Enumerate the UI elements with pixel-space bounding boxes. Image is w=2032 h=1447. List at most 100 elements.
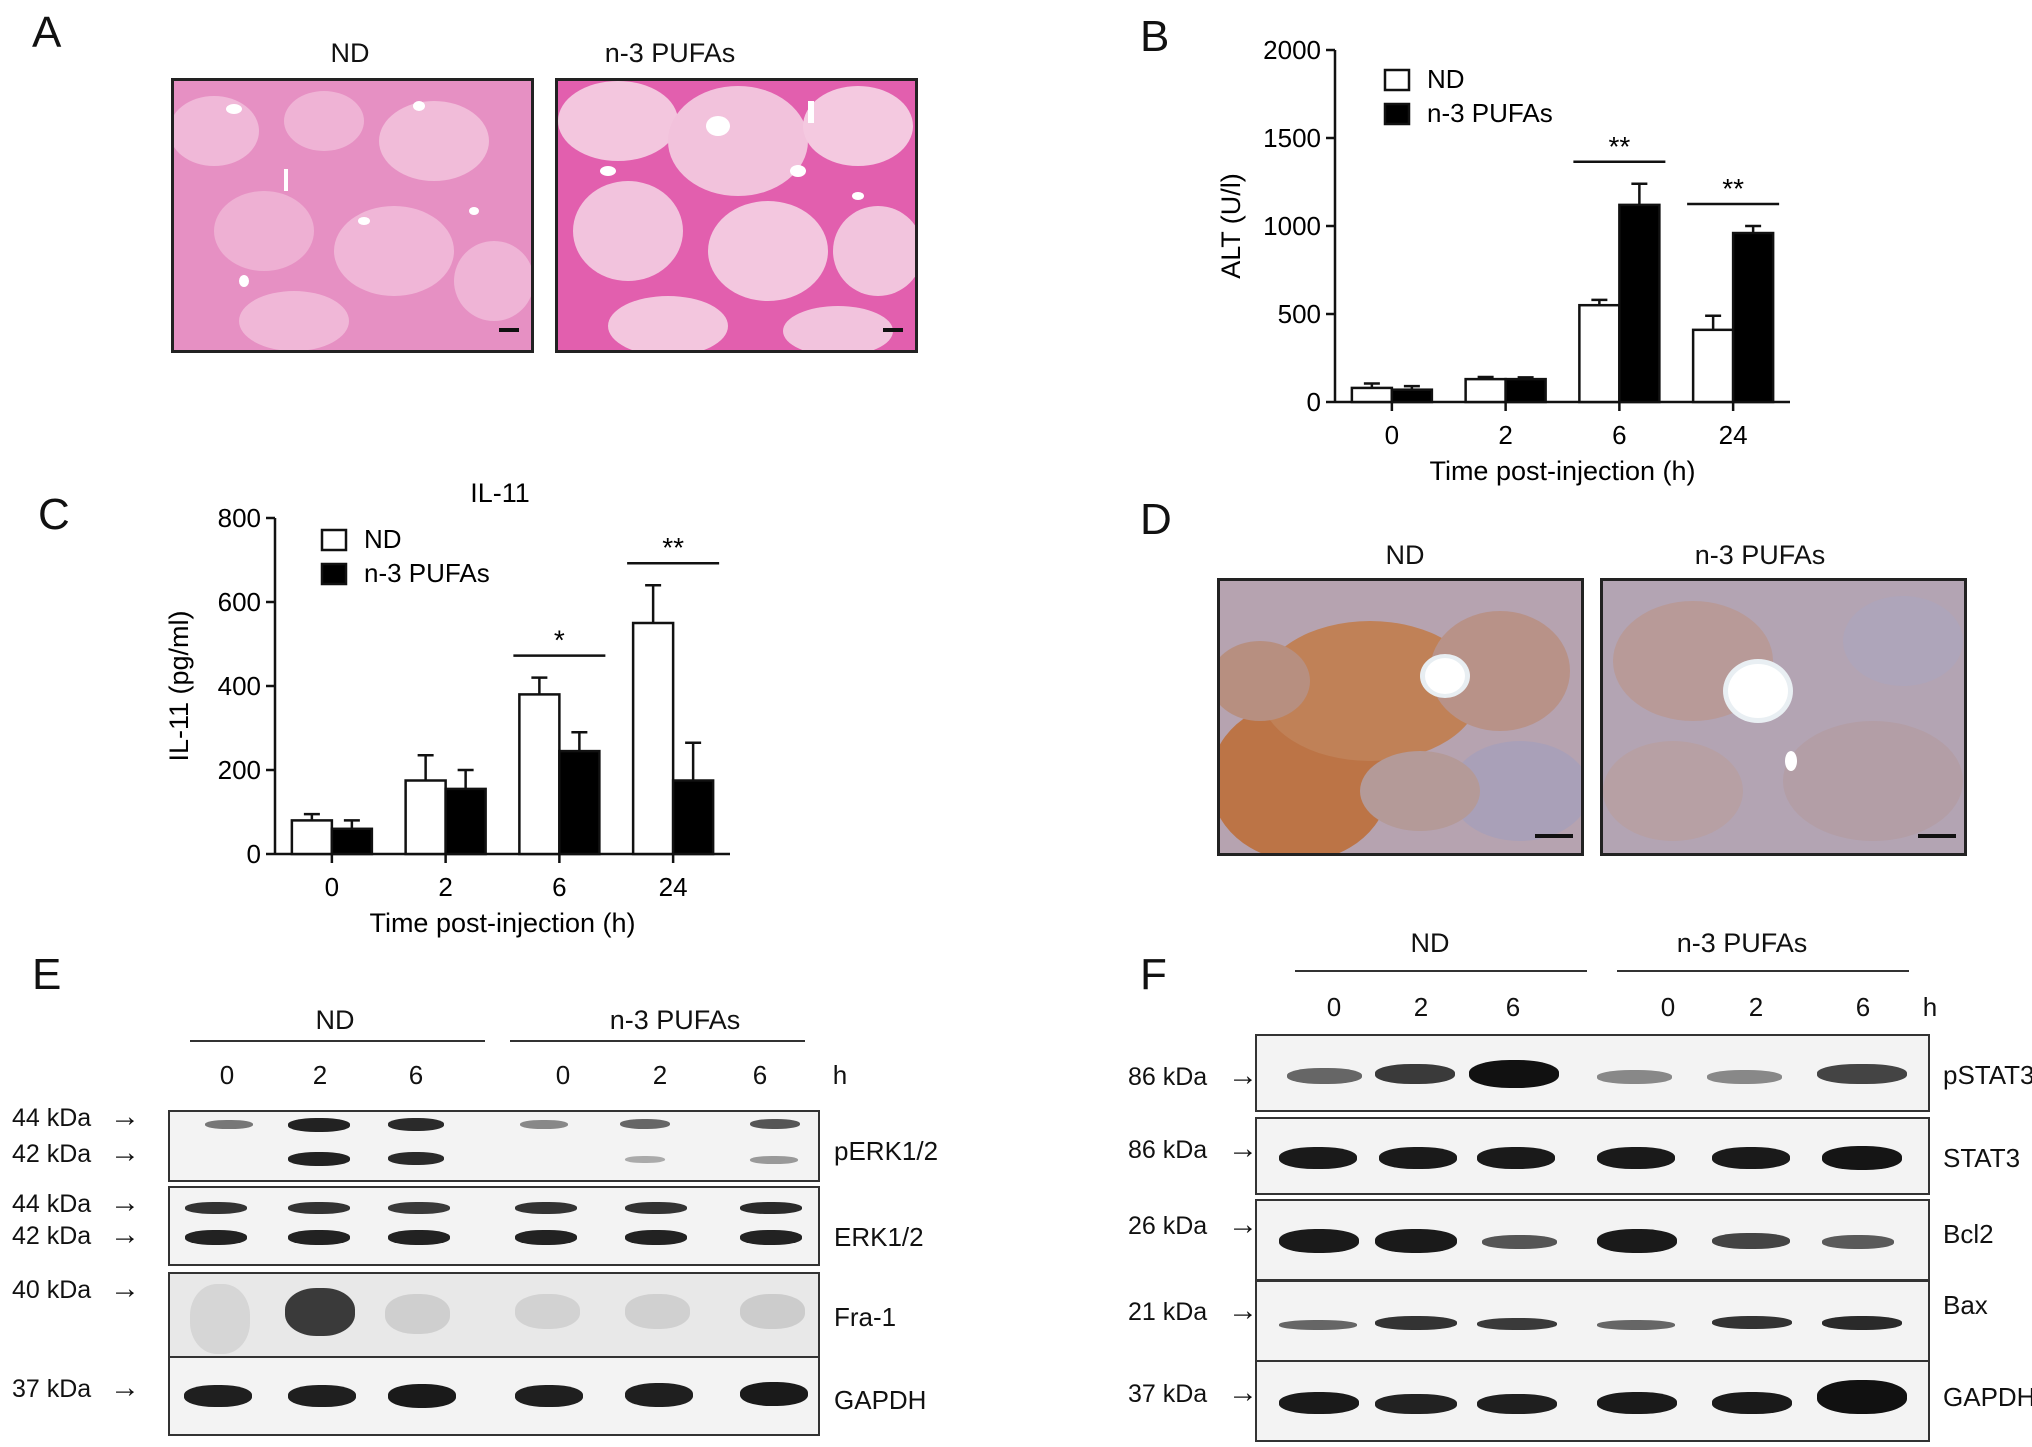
panel-e-letter: E <box>32 950 62 999</box>
bar <box>330 827 374 856</box>
arrow-icon: → <box>1228 1294 1258 1327</box>
bar <box>444 787 487 856</box>
band-label: GAPDH <box>1943 1382 2032 1412</box>
band-label: Bcl2 <box>1943 1219 1994 1249</box>
he-stain-image-nd <box>171 78 534 353</box>
ihc-stain-image-pufa <box>1600 578 1967 856</box>
y-tick-label: 800 <box>218 503 261 533</box>
x-tick-label: 6 <box>552 872 566 902</box>
legend-label: ND <box>364 524 402 554</box>
x-axis-label: Time post-injection (h) <box>1429 456 1695 486</box>
blot-gapdh-f <box>1255 1360 1930 1442</box>
bar <box>1350 386 1394 404</box>
arrow-icon: → <box>1228 1059 1258 1092</box>
kda-marker: 42 kDa <box>12 1222 92 1250</box>
kda-marker: 37 kDa <box>12 1375 92 1403</box>
bar <box>1691 328 1735 404</box>
kda-marker: 44 kDa <box>12 1190 92 1218</box>
arrow-icon: → <box>110 1371 140 1404</box>
arrow-icon: → <box>1228 1132 1258 1165</box>
legend-swatch <box>1383 102 1411 126</box>
legend-label: n-3 PUFAs <box>1427 98 1553 128</box>
arrow-icon: → <box>110 1136 140 1169</box>
timepoint-label: 2 <box>1413 992 1429 1022</box>
x-tick-label: 2 <box>1498 420 1512 450</box>
panel-e-pufa-line <box>510 1040 805 1042</box>
legend-swatch <box>1383 68 1411 92</box>
chart-title: IL-11 <box>470 478 530 508</box>
y-tick-label: 0 <box>1307 387 1321 417</box>
x-tick-label: 0 <box>1385 420 1399 450</box>
blot-pstat3 <box>1255 1034 1930 1112</box>
timepoint-label: 2 <box>1748 992 1764 1022</box>
arrow-icon: → <box>110 1218 140 1251</box>
y-axis-label: IL-11 (pg/ml) <box>164 610 194 761</box>
scale-bar <box>1535 834 1573 838</box>
panel-f-pufa-line <box>1617 970 1909 972</box>
arrow-icon: → <box>110 1272 140 1305</box>
legend-swatch <box>320 562 348 586</box>
arrow-icon: → <box>1228 1208 1258 1241</box>
x-tick-label: 6 <box>1612 420 1626 450</box>
significance-stars: * <box>554 625 565 656</box>
timepoint-label: 2 <box>652 1060 668 1090</box>
kda-marker: 44 kDa <box>12 1104 92 1132</box>
bar <box>1731 231 1775 404</box>
timepoint-unit: h <box>1922 992 1938 1022</box>
il11-bar-chart: IL-11 0 200 400 600 800 IL-11 (pg/ml) 0 2 6 24 Time… <box>164 478 730 938</box>
y-tick-label: 600 <box>218 587 261 617</box>
panel-f-nd-line <box>1295 970 1587 972</box>
arrow-icon: → <box>1228 1376 1258 1409</box>
y-tick-label: 0 <box>247 839 261 869</box>
bar <box>1504 377 1547 404</box>
timepoint-unit: h <box>832 1060 848 1090</box>
band-label: GAPDH <box>834 1385 927 1415</box>
y-axis-label: ALT (U/l) <box>1216 173 1246 279</box>
timepoint-label: 0 <box>1326 992 1342 1022</box>
band-label: Fra-1 <box>834 1302 897 1332</box>
scale-bar <box>499 328 519 332</box>
panel-d-letter: D <box>1140 495 1172 544</box>
kda-marker: 40 kDa <box>12 1276 92 1304</box>
y-tick-label: 400 <box>218 671 261 701</box>
timepoint-label: 6 <box>1855 992 1871 1022</box>
bar <box>631 621 675 856</box>
y-tick-label: 1500 <box>1263 123 1321 153</box>
panel-f-group-pufa: n-3 PUFAs <box>1676 928 1808 958</box>
kda-marker: 26 kDa <box>1128 1212 1208 1240</box>
bar <box>671 779 715 856</box>
bar <box>1578 303 1621 404</box>
timepoint-label: 2 <box>312 1060 328 1090</box>
arrow-icon: → <box>110 1100 140 1133</box>
kda-marker: 21 kDa <box>1128 1298 1208 1326</box>
bar <box>290 819 334 856</box>
legend-label: ND <box>1427 64 1465 94</box>
blot-erk <box>168 1186 820 1266</box>
timepoint-label: 6 <box>1505 992 1521 1022</box>
panel-a-right-caption: n-3 PUFAs <box>604 38 736 68</box>
significance-stars: ** <box>1608 131 1630 162</box>
alt-bar-chart: 0 500 1000 1500 2000 ALT (U/l) 0 2 6 24 Time post-… <box>1216 35 1790 486</box>
band-label: Bax <box>1943 1290 1988 1320</box>
bar <box>518 693 561 856</box>
y-tick-label: 200 <box>218 755 261 785</box>
blot-stat3 <box>1255 1117 1930 1195</box>
panel-a-letter: A <box>32 8 62 57</box>
panel-e-group-pufa: n-3 PUFAs <box>609 1005 741 1035</box>
bar <box>1390 388 1434 404</box>
band-label: pSTAT3 <box>1943 1060 2032 1090</box>
timepoint-label: 6 <box>408 1060 424 1090</box>
panel-e-nd-line <box>190 1040 485 1042</box>
panel-b-letter: B <box>1140 12 1170 61</box>
panel-e-group-nd: ND <box>315 1005 355 1035</box>
x-axis-label: Time post-injection (h) <box>369 908 635 938</box>
scale-bar <box>883 328 903 332</box>
band-label: ERK1/2 <box>834 1222 924 1252</box>
panel-c-letter: C <box>38 490 70 539</box>
x-tick-label: 24 <box>659 872 688 902</box>
y-tick-label: 2000 <box>1263 35 1321 65</box>
kda-marker: 42 kDa <box>12 1140 92 1168</box>
bar <box>1464 377 1507 404</box>
arrow-icon: → <box>110 1186 140 1219</box>
y-tick-label: 1000 <box>1263 211 1321 241</box>
